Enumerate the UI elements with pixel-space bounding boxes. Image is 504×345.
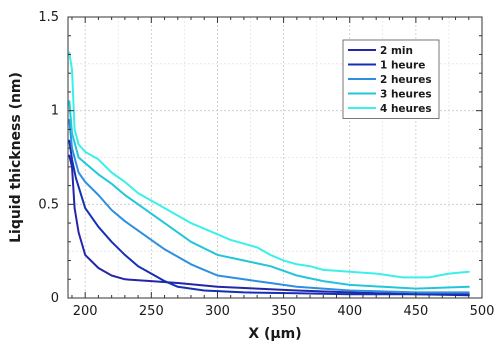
legend-label: 4 heures [380, 103, 432, 115]
legend-label: 3 heures [380, 89, 432, 101]
plot-frame [67, 16, 483, 299]
legend-label: 1 heure [380, 60, 425, 72]
y-tick-label: 0.5 [38, 197, 59, 212]
x-tick-label: 400 [337, 304, 362, 319]
series-line-1 [68, 154, 470, 297]
series-line-2 [68, 139, 470, 296]
x-tick-label: 450 [403, 304, 428, 319]
legend-label: 2 heures [380, 74, 432, 86]
x-tick-label: 200 [73, 304, 98, 319]
x-tick-label: 250 [139, 304, 164, 319]
axis-ticks: 200 250 300 350 400 450 500 0 0.5 1 1.5 [38, 10, 494, 319]
x-tick-label: 300 [205, 304, 230, 319]
series-lines [68, 51, 470, 297]
series-line-4 [68, 100, 470, 290]
legend-label: 2 min [380, 45, 413, 57]
x-tick-label: 500 [470, 304, 495, 319]
x-tick-label: 350 [271, 304, 296, 319]
legend: 2 min 1 heure 2 heures 3 heures 4 heures [342, 39, 440, 119]
grid [68, 17, 482, 298]
y-tick-label: 1 [51, 104, 59, 119]
y-tick-label: 0 [51, 291, 59, 306]
y-tick-label: 1.5 [38, 10, 59, 25]
series-line-3 [68, 119, 470, 294]
series-line-5 [68, 51, 470, 279]
x-axis-title: X (µm) [248, 326, 301, 342]
y-axis-title: Liquid thickness (nm) [8, 72, 24, 243]
